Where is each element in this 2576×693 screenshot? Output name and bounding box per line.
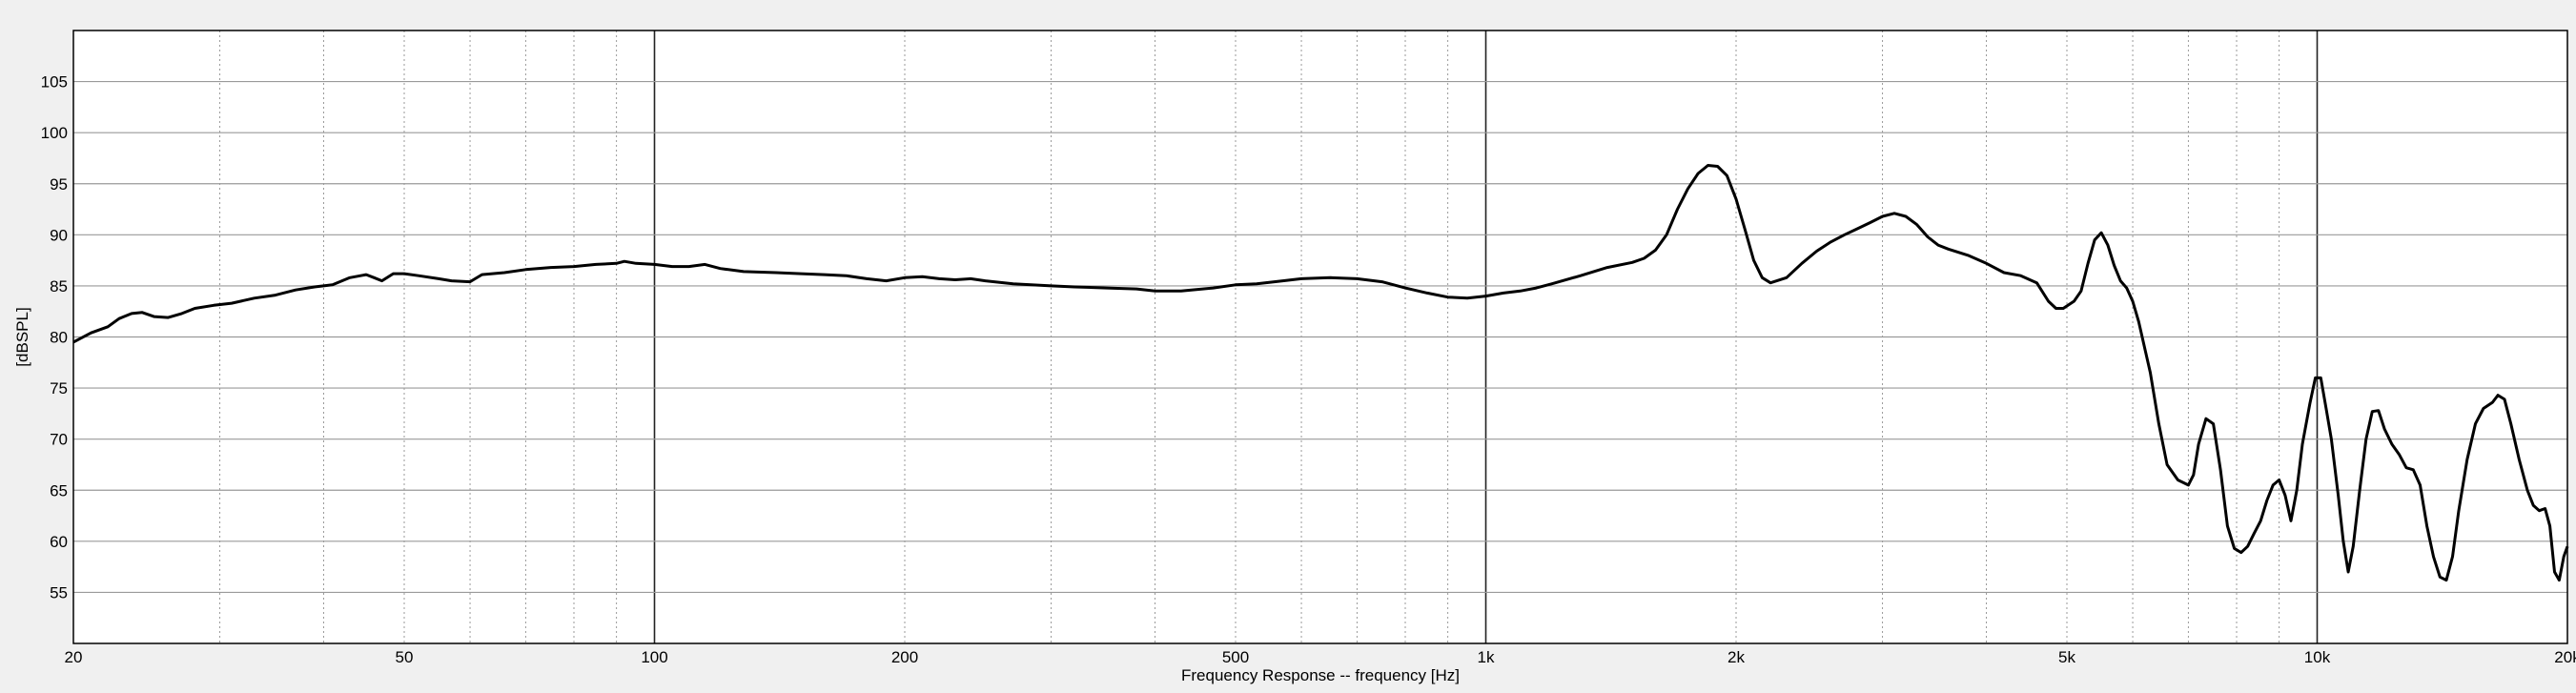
y-axis-title: [dBSPL] (13, 307, 31, 366)
y-tick-label: 85 (50, 277, 68, 296)
y-tick-label: 60 (50, 533, 68, 551)
x-tick-label: 50 (396, 648, 414, 666)
plot-frame (72, 30, 2568, 644)
y-tick-label: 95 (50, 175, 68, 194)
x-tick-label: 20k (2554, 648, 2576, 666)
x-tick-label: 2k (1728, 648, 1745, 666)
y-tick-label: 100 (41, 124, 68, 142)
x-tick-label: 5k (2058, 648, 2075, 666)
y-tick-label: 90 (50, 226, 68, 244)
y-tick-label: 75 (50, 379, 68, 397)
x-tick-label: 10k (2304, 648, 2331, 666)
series-line-response (72, 164, 2569, 582)
x-axis-title: Frequency Response -- frequency [Hz] (1181, 666, 1460, 684)
x-tick-label: 100 (641, 648, 667, 666)
y-tick-label: 70 (50, 431, 68, 449)
y-tick-label: 55 (50, 583, 68, 601)
x-tick-label: 1k (1478, 648, 1495, 666)
y-tick-labels: 55 60 65 70 75 80 85 90 95 100 105 (41, 73, 68, 602)
x-tick-label: 500 (1222, 648, 1249, 666)
x-tick-label: 200 (891, 648, 918, 666)
x-tick-label: 20 (65, 648, 83, 666)
y-tick-label: 65 (50, 481, 68, 499)
y-tick-label: 80 (50, 329, 68, 347)
y-tick-label: 105 (41, 73, 68, 92)
x-tick-labels: 20 50 100 200 500 1k 2k 5k 10k 20k (65, 648, 2576, 666)
